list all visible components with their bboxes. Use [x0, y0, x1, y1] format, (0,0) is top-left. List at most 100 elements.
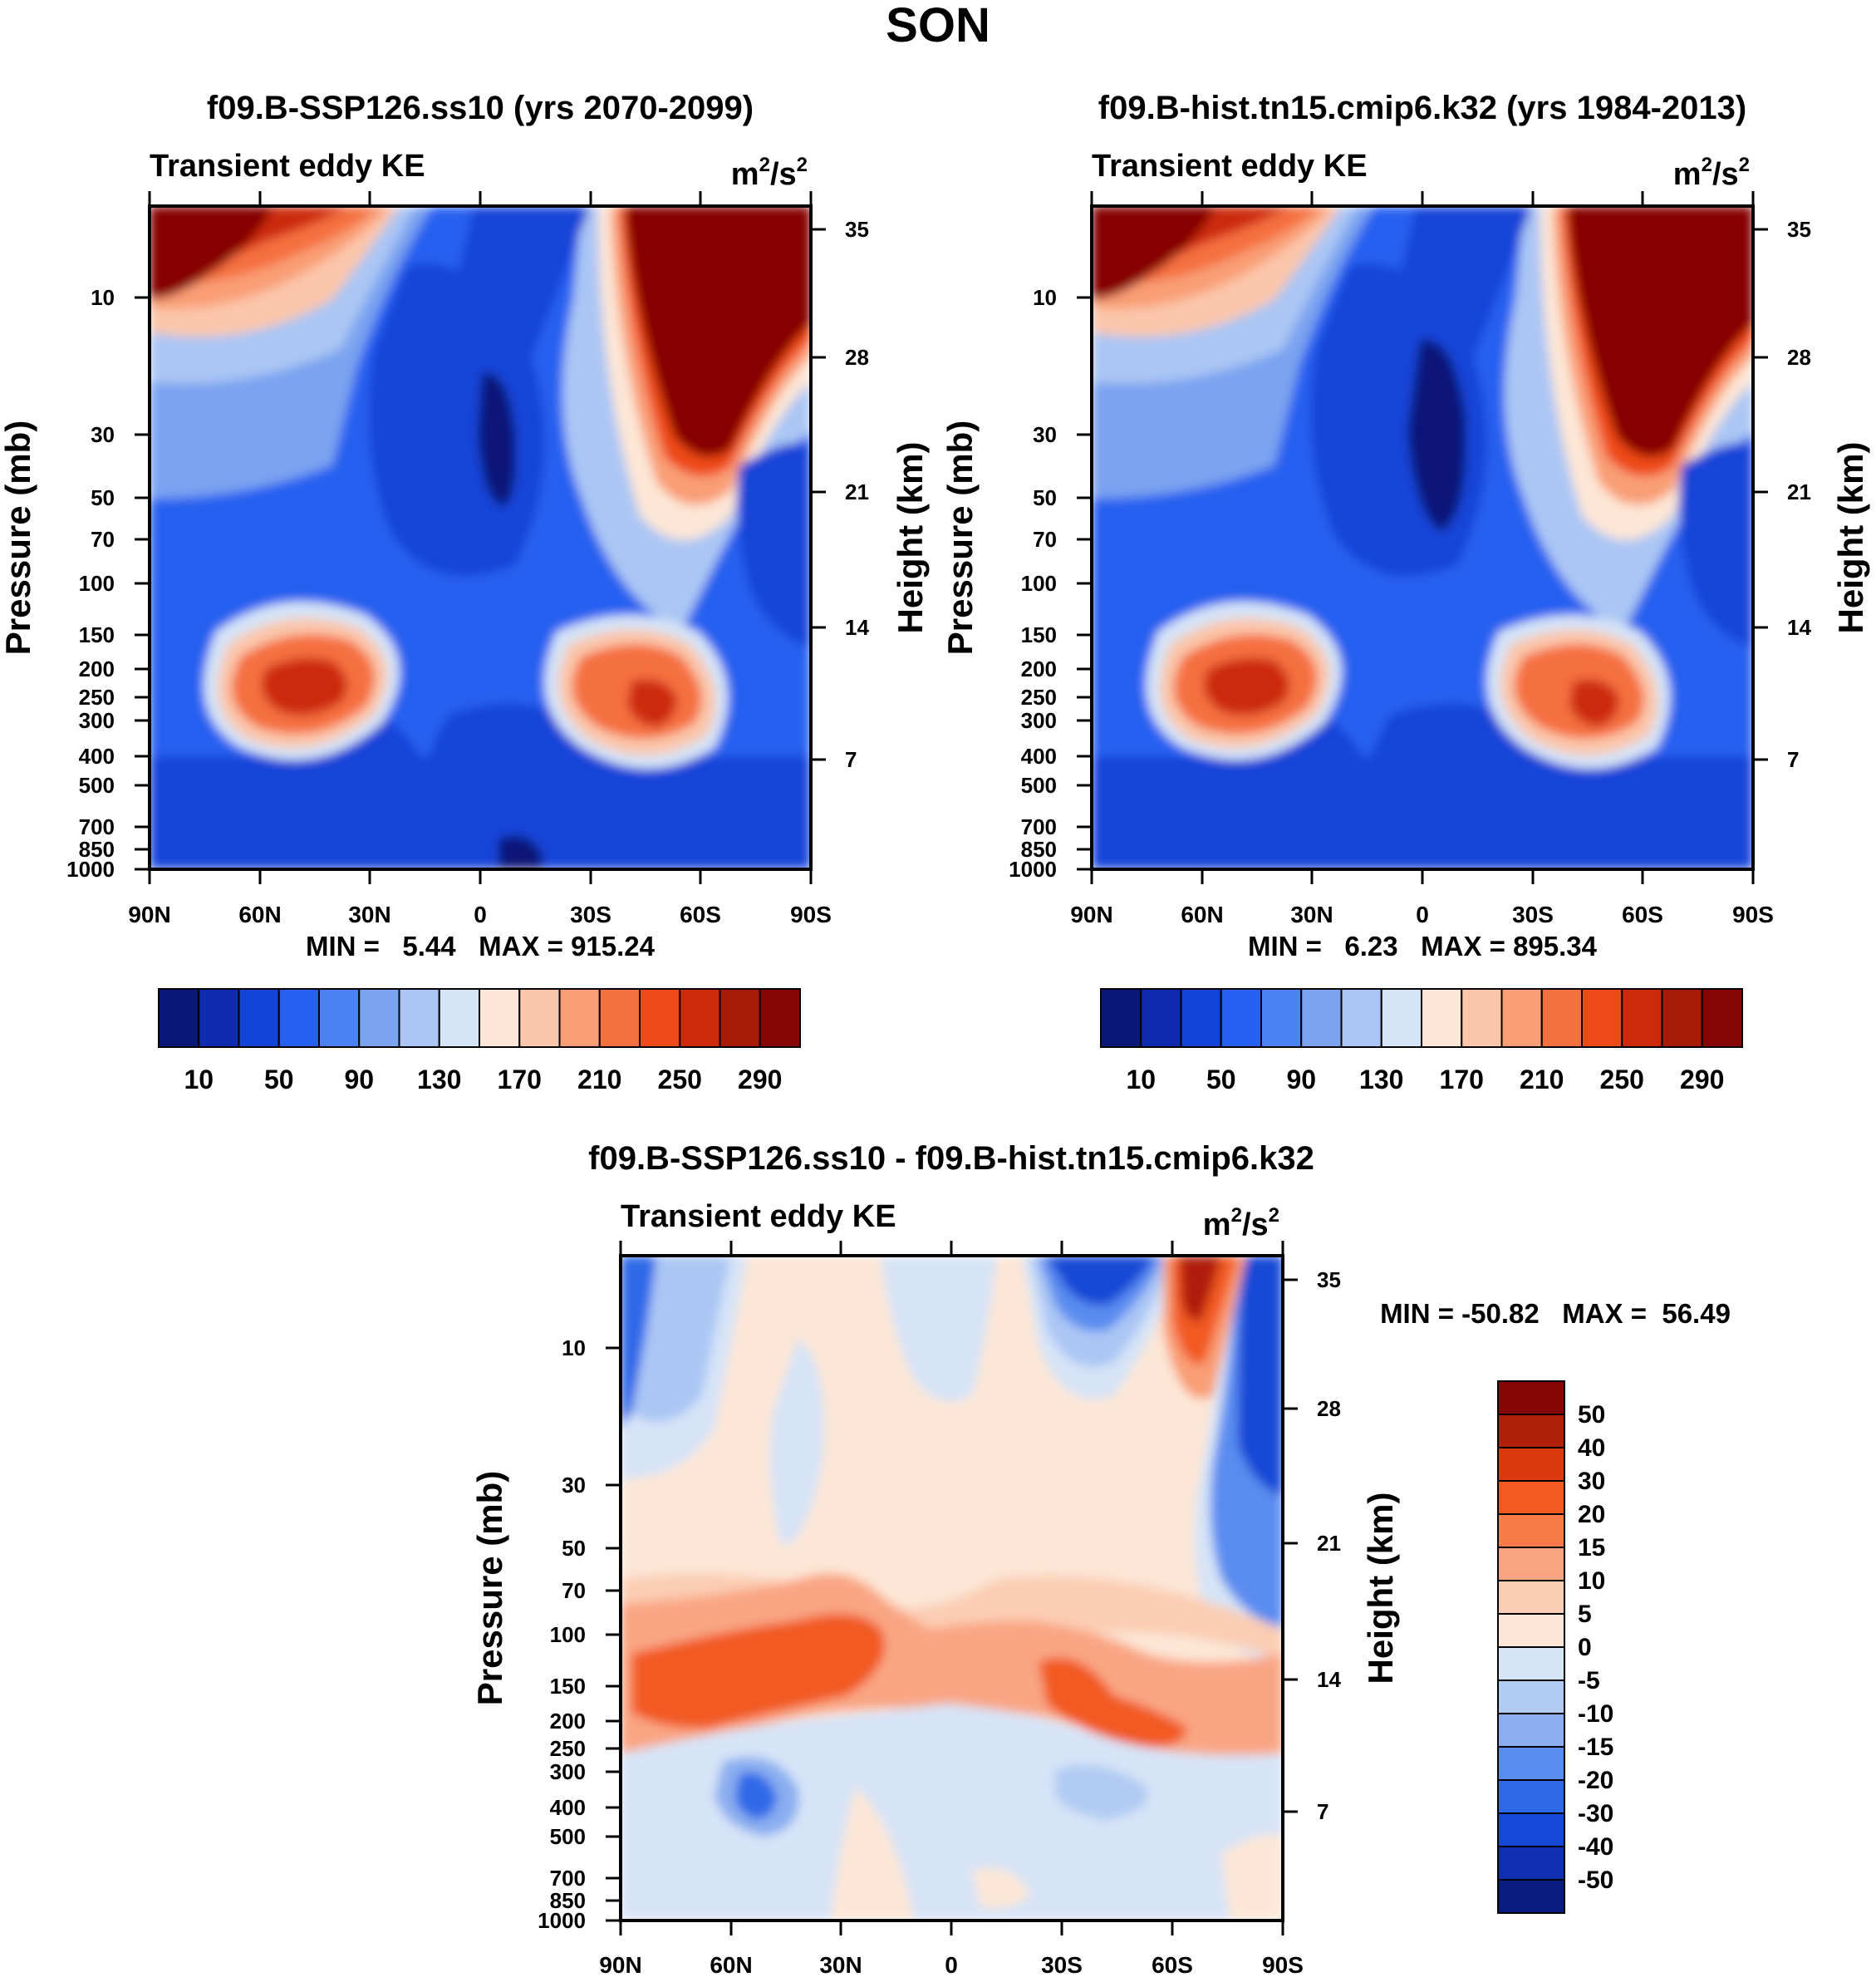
colorbar-label: 10 — [1126, 1065, 1156, 1094]
units-label: m2/s2 — [1203, 1204, 1279, 1242]
height-tick-label: 35 — [1317, 1267, 1341, 1292]
colorbar-swatch — [1497, 1846, 1565, 1881]
top-ticks — [1090, 191, 1755, 206]
colorbar-swatch — [1497, 1380, 1565, 1415]
height-tick-label: 28 — [1317, 1396, 1341, 1421]
colorbar-swatch — [719, 988, 761, 1048]
pressure-tick-label: 400 — [550, 1795, 586, 1820]
pressure-tick-label: 250 — [550, 1736, 586, 1761]
pressure-tick-label: 300 — [550, 1759, 586, 1784]
colorbar-swatch — [1497, 1680, 1565, 1714]
x-ticks — [148, 869, 813, 884]
height-ticks — [811, 228, 826, 761]
height-tick-label: 14 — [1317, 1667, 1341, 1692]
pressure-tick-label: 100 — [79, 571, 115, 596]
pressure-tick-label: 150 — [1021, 622, 1057, 647]
pressure-tick-labels: 10 30 50 70 100 150 200 250 300 400 500 … — [66, 285, 115, 882]
colorbar-label: -40 — [1578, 1833, 1613, 1861]
left-string: Transient eddy KE — [150, 149, 425, 184]
pressure-tick-label: 10 — [562, 1335, 586, 1360]
pressure-tick-label: 700 — [79, 814, 115, 839]
colorbar-label: 20 — [1578, 1501, 1605, 1528]
x-tick-labels: 90N 60N 30N 0 30S 60S 90S — [599, 1952, 1304, 1978]
colorbar-swatch — [1497, 1646, 1565, 1681]
min-max: MIN = -50.82 MAX = 56.49 — [1380, 1298, 1731, 1329]
colorbar-swatch — [1497, 1746, 1565, 1781]
colorbar-swatch — [198, 988, 240, 1048]
colorbar-label: 40 — [1578, 1434, 1605, 1462]
colorbar-label: -5 — [1578, 1667, 1600, 1694]
x-tick-label: 60N — [1181, 902, 1223, 927]
height-tick-label: 35 — [845, 217, 869, 242]
height-tick-label: 7 — [1787, 747, 1799, 772]
x-tick-label: 30N — [1290, 902, 1333, 927]
pressure-tick-labels: 10 30 50 70 100 150 200 250 300 400 500 … — [538, 1335, 586, 1933]
colorbar-swatch — [598, 988, 641, 1048]
x-ticks — [619, 1921, 1284, 1935]
colorbar-swatch — [1497, 1580, 1565, 1615]
colorbar-label: 210 — [1520, 1065, 1564, 1094]
x-tick-label: 90N — [128, 902, 170, 927]
height-tick-label: 21 — [1787, 480, 1811, 504]
x-tick-label: 30S — [1512, 902, 1554, 927]
colorbar-swatch — [1260, 988, 1303, 1048]
pressure-tick-label: 850 — [79, 837, 115, 862]
pressure-tick-label: 30 — [1033, 422, 1057, 447]
height-tick-labels: 35 28 21 14 7 — [1317, 1267, 1341, 1824]
colorbar-label: 90 — [1286, 1065, 1316, 1094]
colorbar-swatch — [1380, 988, 1422, 1048]
colorbar-swatch — [679, 988, 721, 1048]
colorbar-swatch — [1661, 988, 1703, 1048]
colorbar-label: 250 — [1600, 1065, 1644, 1094]
height-tick-labels: 35 28 21 14 7 — [845, 217, 869, 772]
colorbar-swatch — [558, 988, 601, 1048]
top-ticks — [148, 191, 813, 206]
pressure-tick-label: 1000 — [538, 1908, 586, 1933]
pressure-tick-label: 250 — [79, 685, 115, 710]
x-tick-label: 0 — [1416, 902, 1429, 927]
pressure-tick-label: 30 — [562, 1473, 586, 1498]
min-max: MIN = 6.23 MAX = 895.34 — [1248, 931, 1598, 961]
colorbar-swatch — [1340, 988, 1382, 1048]
colorbar: 10 50 90 130 170 210 250 290 — [1100, 988, 1743, 1094]
colorbar-label: 50 — [1206, 1065, 1236, 1094]
colorbar-swatch — [479, 988, 521, 1048]
pressure-tick-label: 500 — [79, 773, 115, 798]
colorbar-label: 210 — [577, 1065, 621, 1094]
panel-title: f09.B-hist.tn15.cmip6.k32 (yrs 1984-2013… — [1098, 90, 1746, 126]
contour-field — [621, 1256, 1283, 1921]
colorbar-label: 50 — [1578, 1401, 1605, 1429]
colorbar-swatch — [759, 988, 801, 1048]
colorbar-swatch — [1497, 1779, 1565, 1814]
pressure-tick-label: 30 — [91, 422, 115, 447]
colorbar-label: 90 — [344, 1065, 374, 1094]
pressure-tick-label: 10 — [1033, 285, 1057, 310]
colorbar-label: 250 — [658, 1065, 702, 1094]
pressure-tick-label: 500 — [1021, 773, 1057, 798]
colorbar-swatch — [238, 988, 280, 1048]
pressure-tick-label: 1000 — [1009, 857, 1057, 882]
pressure-tick-label: 150 — [79, 622, 115, 647]
pressure-tick-labels: 10 30 50 70 100 150 200 250 300 400 500 … — [1009, 285, 1057, 882]
colorbar-label: 170 — [498, 1065, 542, 1094]
y-axis-label-right: Height (km) — [891, 442, 930, 634]
x-tick-label: 90N — [1070, 902, 1112, 927]
x-tick-label: 60S — [1152, 1952, 1193, 1978]
x-tick-label: 30N — [348, 902, 390, 927]
pressure-tick-label: 150 — [550, 1674, 586, 1699]
pressure-tick-label: 1000 — [66, 857, 115, 882]
figure-title: SON — [886, 0, 990, 52]
pressure-tick-label: 400 — [79, 744, 115, 769]
colorbar-label: -10 — [1578, 1700, 1613, 1728]
x-tick-labels: 90N 60N 30N 0 30S 60S 90S — [1070, 902, 1774, 927]
colorbar-label: 130 — [1359, 1065, 1403, 1094]
colorbar-swatch — [1461, 988, 1503, 1048]
colorbar-swatch — [1621, 988, 1663, 1048]
colorbar-label: 0 — [1578, 1634, 1592, 1661]
x-tick-label: 60N — [238, 902, 281, 927]
colorbar-label: 10 — [1578, 1567, 1605, 1595]
pressure-tick-label: 400 — [1021, 744, 1057, 769]
colorbar-swatch — [318, 988, 361, 1048]
colorbar-swatch — [1497, 1879, 1565, 1914]
